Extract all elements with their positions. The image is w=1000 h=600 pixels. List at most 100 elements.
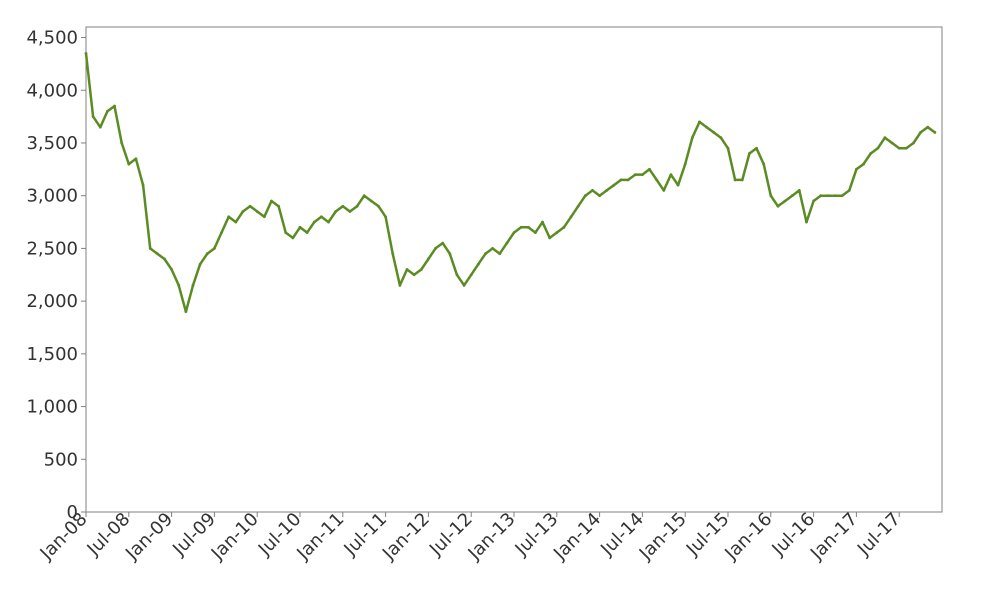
data-point <box>134 157 138 161</box>
data-point <box>148 247 152 250</box>
y-tick-label: 2,500 <box>26 238 78 259</box>
data-point <box>919 131 922 134</box>
data-point <box>740 178 744 182</box>
x-tick-label: Jan-12 <box>378 509 434 565</box>
data-point <box>619 178 623 182</box>
x-tick-label: Jan-09 <box>121 509 177 565</box>
data-point <box>320 215 323 219</box>
data-point <box>270 199 273 203</box>
data-point <box>427 257 430 261</box>
data-point <box>405 268 409 271</box>
data-point <box>327 220 330 224</box>
data-point <box>541 220 544 224</box>
data-point <box>170 268 174 271</box>
data-point <box>498 252 502 256</box>
data-point <box>698 120 701 124</box>
data-point <box>334 210 338 213</box>
y-tick-label: 4,500 <box>26 28 78 49</box>
data-point <box>348 210 352 213</box>
data-point <box>84 51 88 55</box>
data-point <box>155 252 159 256</box>
data-point <box>733 178 737 182</box>
data-point <box>912 141 915 145</box>
data-point <box>726 146 730 150</box>
data-point <box>526 225 530 229</box>
data-point <box>205 252 209 256</box>
data-point <box>362 194 366 198</box>
data-point <box>862 162 865 166</box>
data-point <box>562 225 566 229</box>
data-point <box>669 173 673 177</box>
data-point <box>755 146 758 150</box>
series-line <box>84 53 936 313</box>
data-point <box>120 141 124 145</box>
data-point <box>312 220 316 224</box>
data-point <box>184 310 188 314</box>
data-point <box>484 252 487 256</box>
data-point <box>690 136 694 140</box>
data-point <box>177 283 181 287</box>
data-point <box>305 231 309 234</box>
data-point <box>398 283 402 287</box>
data-point <box>141 183 145 187</box>
y-tick-label: 2,000 <box>26 291 78 312</box>
data-point <box>355 204 359 208</box>
y-tick-label: 4,000 <box>26 80 78 101</box>
data-point <box>113 104 116 108</box>
data-point <box>605 189 609 192</box>
data-point <box>198 262 202 266</box>
y-tick-label: 1,000 <box>26 397 78 418</box>
data-point <box>384 215 387 219</box>
x-tick-label: Jan-16 <box>720 509 776 565</box>
data-point <box>576 204 580 208</box>
data-point <box>826 194 830 198</box>
data-point <box>591 189 594 192</box>
data-point <box>783 199 787 203</box>
data-point <box>106 109 109 113</box>
x-tick-label: Jan-11 <box>292 509 348 565</box>
x-tick-label: Jul-17 <box>853 509 905 561</box>
data-point <box>98 125 102 129</box>
data-point <box>797 189 801 192</box>
data-point <box>890 141 894 145</box>
data-point <box>662 189 666 192</box>
data-point <box>769 194 773 198</box>
data-point <box>391 252 395 256</box>
data-point <box>284 231 288 234</box>
data-point <box>897 146 901 150</box>
data-point <box>904 146 908 150</box>
data-point <box>505 241 509 245</box>
data-point <box>369 199 373 203</box>
data-point <box>491 247 494 250</box>
y-tick-label: 3,000 <box>26 186 78 207</box>
data-point <box>248 204 252 208</box>
data-point <box>548 236 552 240</box>
data-point <box>655 178 659 182</box>
data-point <box>469 273 473 277</box>
data-point <box>434 247 437 250</box>
plot-area <box>85 26 943 513</box>
data-point <box>819 194 823 198</box>
data-point <box>455 273 459 277</box>
x-tick-label: Jan-08 <box>36 509 92 565</box>
data-point <box>448 252 452 256</box>
data-point <box>534 231 537 234</box>
data-point <box>341 204 345 208</box>
data-point <box>598 194 601 198</box>
data-point <box>869 152 873 155</box>
data-point <box>519 225 523 229</box>
data-point <box>220 231 223 234</box>
data-point <box>291 236 295 240</box>
y-tick-label: 1,500 <box>26 344 78 365</box>
data-point <box>683 162 687 166</box>
data-point <box>512 231 516 234</box>
data-point <box>441 241 445 245</box>
data-point <box>648 167 651 171</box>
x-tick-label: Jan-14 <box>549 509 605 565</box>
data-point <box>705 125 708 129</box>
data-point <box>847 189 851 192</box>
data-point <box>876 146 880 150</box>
x-tick-label: Jan-10 <box>207 509 263 565</box>
data-point <box>569 215 573 219</box>
